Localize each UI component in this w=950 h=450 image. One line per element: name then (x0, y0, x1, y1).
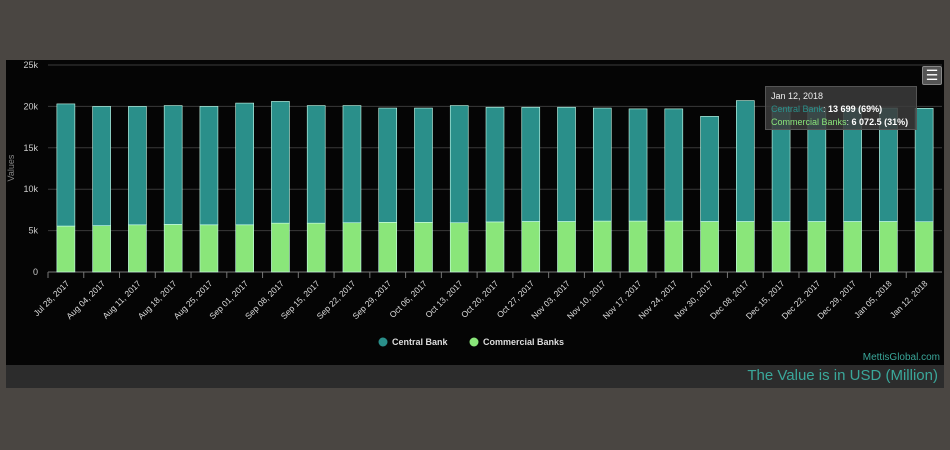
bar-central-bank (92, 106, 111, 226)
bar-commercial-banks (378, 222, 398, 273)
hamburger-icon[interactable]: ☰ (922, 66, 942, 85)
bar-commercial-banks (199, 224, 219, 273)
bar-commercial-banks (592, 220, 612, 273)
bar-central-bank (414, 107, 433, 223)
bar-central-bank (628, 108, 648, 222)
bar-central-bank (163, 105, 183, 225)
bar-commercial-banks (485, 221, 505, 273)
bar-commercial-banks (914, 221, 934, 273)
bar-central-bank (378, 107, 398, 223)
y-tick-label: 25k (23, 60, 38, 70)
bar-central-bank (306, 105, 326, 224)
bar-central-bank (485, 106, 505, 223)
footer-note: The Value is in USD (Million) (747, 367, 938, 384)
bar-commercial-banks (521, 221, 541, 273)
x-tick-label: Dec 29, 2017 (815, 278, 858, 321)
bar-commercial-banks (628, 220, 648, 273)
bar-commercial-banks (163, 224, 183, 273)
bar-commercial-banks (449, 222, 469, 273)
x-tick-label: Jan 12, 2018 (888, 278, 930, 320)
bar-central-bank (342, 105, 362, 224)
tooltip-date: Jan 12, 2018 (771, 91, 824, 101)
bar-central-bank (235, 102, 254, 226)
legend-marker (469, 337, 479, 347)
y-axis-label: Values (6, 154, 16, 181)
bar-commercial-banks (557, 221, 576, 273)
bar-central-bank (271, 101, 290, 224)
footer-bar: The Value is in USD (Million) (6, 365, 944, 388)
bar-commercial-banks (306, 222, 326, 273)
tooltip-commercial-label: Commercial Banks (771, 117, 847, 127)
bar-commercial-banks (700, 221, 719, 273)
tooltip: Jan 12, 2018 Central Bank: 13 699 (69%) … (765, 86, 917, 130)
bar-commercial-banks (879, 221, 898, 273)
y-tick-label: 15k (23, 143, 38, 153)
tooltip-commercial-value: 6 072.5 (31%) (851, 117, 909, 127)
y-tick-label: 10k (23, 184, 38, 194)
bar-central-bank (736, 100, 755, 222)
tooltip-central-label: Central Bank (771, 104, 824, 114)
legend-marker (378, 337, 388, 347)
bar-commercial-banks (843, 221, 862, 273)
legend-label: Central Bank (392, 337, 449, 347)
bar-commercial-banks (271, 222, 290, 273)
bar-commercial-banks (56, 225, 76, 273)
y-tick-label: 5k (28, 226, 38, 236)
x-tick-label: Sep 29, 2017 (350, 278, 393, 321)
legend-label: Commercial Banks (483, 337, 564, 347)
y-tick-label: 0 (33, 267, 38, 277)
bar-commercial-banks (342, 222, 362, 273)
bar-central-bank (521, 106, 541, 222)
bar-commercial-banks (664, 220, 684, 273)
bar-commercial-banks (807, 221, 827, 273)
bar-central-bank (700, 116, 719, 222)
bar-central-bank (914, 107, 934, 223)
tooltip-central-value: 13 699 (69%) (828, 104, 883, 114)
bar-central-bank (557, 106, 576, 222)
y-tick-label: 20k (23, 101, 38, 111)
bar-central-bank (449, 105, 469, 224)
bar-commercial-banks (235, 224, 254, 273)
bar-commercial-banks (92, 225, 111, 273)
bar-central-bank (128, 106, 147, 226)
bar-central-bank (56, 103, 76, 227)
bar-commercial-banks (414, 222, 433, 273)
bar-central-bank (664, 108, 684, 222)
bar-central-bank (199, 106, 219, 226)
bar-commercial-banks (736, 221, 755, 273)
bar-central-bank (592, 107, 612, 222)
credit-text: MettisGlobal.com (863, 352, 940, 363)
bar-commercial-banks (128, 224, 147, 273)
bar-commercial-banks (771, 221, 791, 273)
